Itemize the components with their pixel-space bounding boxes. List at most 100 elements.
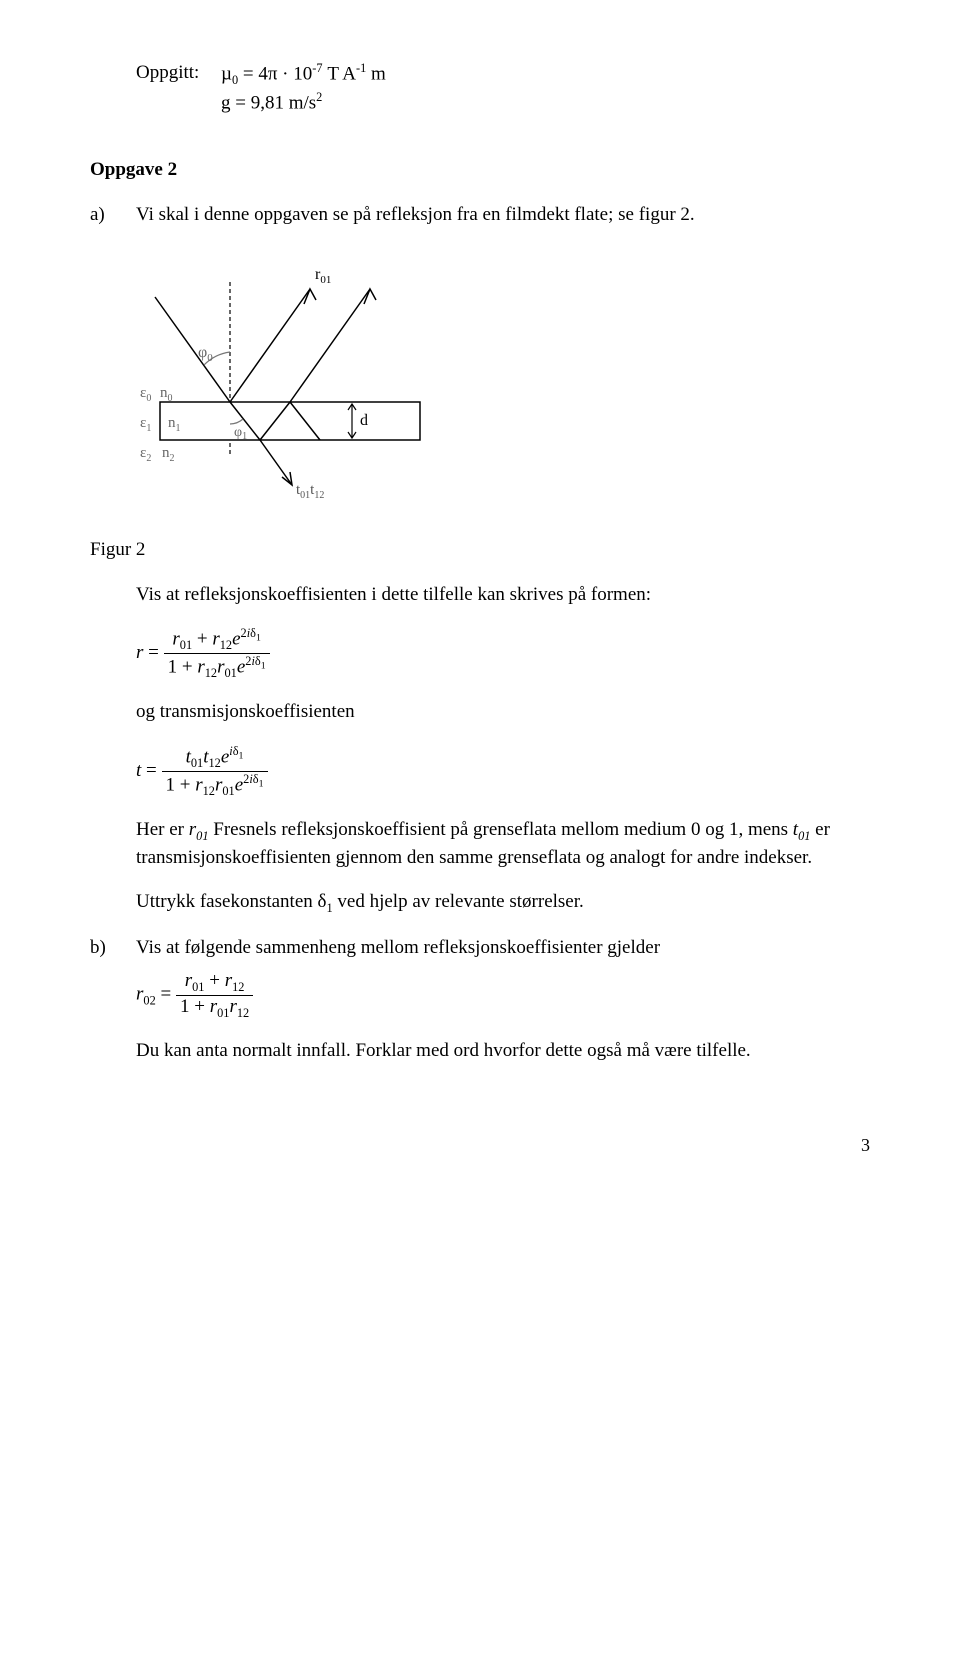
fig-label-t0112: t01t12 [296,482,324,501]
figure-svg: r01 φ0 ε0 n0 ε1 n1 ε2 n2 φ1 d t01t12 [110,257,470,517]
eq1-num-exp-dsub: 1 [256,633,261,644]
eq1-num-e: e [232,629,240,650]
eq1-num-exp: 2iδ1 [241,626,261,640]
eq1-frac: r01 + r12e2iδ1 1 + r12r01e2iδ1 [164,626,270,681]
eq2-den-e: e [235,774,243,795]
given-row-1: Oppgitt: µ0 = 4π · 10-7 T A-1 m [136,60,870,89]
given-line2: g = 9,81 m/s2 [221,89,322,117]
part-a-sentence4: Uttrykk fasekonstanten δ1 ved hjelp av r… [136,889,870,917]
eqb-num-r12: r [225,970,232,991]
eq1-num-r12-sub: 12 [220,638,232,652]
eq1-den-exp: 2iδ1 [245,654,265,668]
arrowhead-1 [304,289,316,304]
part-b-sentence2: Du kan anta normalt innfall. Forklar med… [136,1038,870,1065]
given-line1: µ0 = 4π · 10-7 T A-1 m [221,60,386,89]
part-a-body: Vi skal i denne oppgaven se på refleksjo… [136,202,870,247]
eq2-den-exp-dsub: 1 [259,778,264,789]
eq2-num-exp-dsub: 1 [239,750,244,761]
fig-label-eps2: ε2 [140,445,151,464]
eq2-den: 1 + r12r01e2iδ1 [162,772,268,799]
part-a-sentence3: Her er r01 Fresnels refleksjonskoeffisie… [136,817,870,872]
eqb-num-r01: r [185,970,192,991]
s4-tail: ved hjelp av relevante størrelser. [333,891,584,912]
part-b-sentence1: Vis at følgende sammenheng mellom reflek… [136,935,870,962]
eqb-num: r01 + r12 [176,970,253,996]
eq2-frac: t01t12eiδ1 1 + r12r01e2iδ1 [162,744,268,799]
s3-t01-sub: 01 [798,828,810,842]
eqb-den-r12: r [229,996,236,1017]
eq1-num: r01 + r12e2iδ1 [164,626,270,654]
figure-label: Figur 2 [90,537,870,564]
eqb-den-r01: r [210,996,217,1017]
eq2-num-t12-sub: 12 [208,756,220,770]
fig-label-n2: n2 [162,445,175,464]
eq2-num-exp: iδ1 [229,744,243,758]
eq2-den-exp: 2iδ1 [243,772,263,786]
eqb-lhs-sub: 02 [143,993,155,1007]
slab-rect [160,402,420,440]
eq1-den-r01-sub: 01 [225,666,237,680]
eq2-den-one: 1 + [166,774,196,795]
fig-label-eps0: ε0 [140,385,151,404]
reflected-ray-1 [230,289,310,402]
eq1-eq: = [143,642,163,663]
mu-eq: = 4π · 10 [238,63,312,84]
eqb-num-r01-sub: 01 [192,980,204,994]
eq1-num-r01-sub: 01 [180,638,192,652]
eq1-num-r12: r [212,629,219,650]
fig-label-eps1: ε1 [140,415,151,434]
eq2-den-r01-sub: 01 [222,784,234,798]
given-label: Oppgitt: [136,60,221,89]
eq1-num-r01: r [172,629,179,650]
task-heading: Oppgave 2 [90,157,870,184]
eqb-den: 1 + r01r12 [176,996,253,1021]
equation-t: t = t01t12eiδ1 1 + r12r01e2iδ1 [136,744,870,799]
eq2-num-t01-sub: 01 [191,756,203,770]
eqb-eq: = [156,983,176,1004]
eqb-num-plus: + [204,970,224,991]
mu-tail: m [366,63,386,84]
eq2-den-r12: r [195,774,202,795]
part-b-label: b) [90,935,136,962]
fig-label-n0: n0 [160,385,173,404]
page-number: 3 [90,1133,870,1158]
eq1-num-plus: + [192,629,212,650]
s4-pre: Uttrykk fasekonstanten δ [136,891,326,912]
eq2-num: t01t12eiδ1 [162,744,268,772]
eqb-den-one: 1 + [180,996,210,1017]
eq1-den-one: 1 + [168,657,198,678]
eq1-den-r12: r [197,657,204,678]
eqb-den-r01-sub: 01 [217,1005,229,1019]
reflected-ray-2 [290,289,370,402]
fig-label-r01: r01 [315,266,331,286]
given-label-empty [136,89,221,117]
eq1-den-exp-dsub: 1 [261,661,266,672]
mu-exp: -7 [312,61,322,75]
part-b-body: Vis at følgende sammenheng mellom reflek… [136,935,870,1082]
eq1-den-r12-sub: 12 [205,666,217,680]
eqb-frac: r01 + r12 1 + r01r12 [176,970,253,1020]
eq1-den: 1 + r12r01e2iδ1 [164,654,270,681]
arrowhead-2 [364,289,376,304]
part-a-continued: Vis at refleksjonskoeffisienten i dette … [136,582,870,918]
eq2-den-r12-sub: 12 [203,784,215,798]
g-text: g = 9,81 m/s [221,93,316,114]
part-a-sentence2: og transmisjonskoeffisienten [136,699,870,726]
part-a-label: a) [90,202,136,229]
given-row-2: g = 9,81 m/s2 [136,89,870,117]
given-block: Oppgitt: µ0 = 4π · 10-7 T A-1 m g = 9,81… [136,60,870,117]
s3-mid: Fresnels refleksjonskoeffisient på grens… [209,819,793,840]
mu-units: T A [323,63,356,84]
mu-symbol: µ [221,63,232,84]
s3-pre: Her er [136,819,189,840]
eqb-num-r12-sub: 12 [232,980,244,994]
eqb-den-r12-sub: 12 [237,1005,249,1019]
eq2-eq: = [141,760,161,781]
eq1-den-r01: r [217,657,224,678]
figure-2: r01 φ0 ε0 n0 ε1 n1 ε2 n2 φ1 d t01t12 [110,257,870,526]
part-a-sentence1: Vis at refleksjonskoeffisienten i dette … [136,582,870,609]
equation-r: r = r01 + r12e2iδ1 1 + r12r01e2iδ1 [136,626,870,681]
mu-exp2: -1 [356,61,366,75]
fig-label-d: d [360,412,368,429]
transmitted-ray [260,440,292,485]
